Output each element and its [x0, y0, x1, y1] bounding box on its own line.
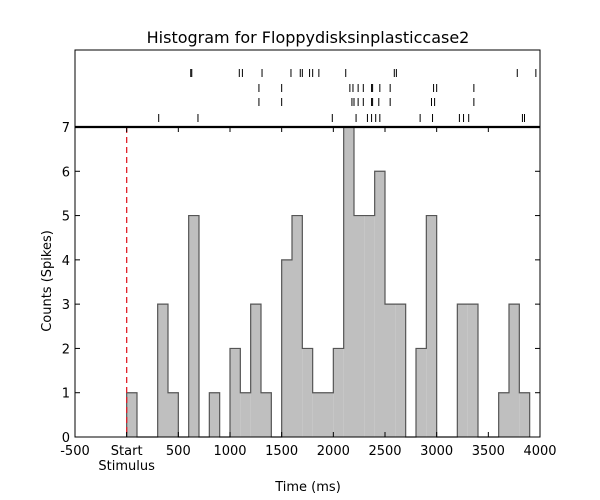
axis-ticks: -500 Start 500 1000 1500 2000 2500 3000 3500 4000…	[60, 121, 556, 474]
y-tick-label: 5	[62, 210, 70, 225]
histogram-bar	[250, 304, 261, 437]
histogram-bar	[209, 392, 220, 437]
y-tick-label: 2	[62, 342, 70, 357]
histogram-bar	[519, 392, 530, 437]
histogram-bar	[385, 304, 396, 437]
histogram-bar	[374, 171, 385, 438]
x-tick-label: 2000	[317, 444, 350, 459]
histogram-bar	[281, 259, 292, 437]
y-tick-label: 4	[62, 254, 70, 269]
y-tick-label: 7	[62, 121, 70, 136]
chart-title: Histogram for Floppydisksinplasticcase2	[147, 28, 470, 47]
histogram-bar	[395, 304, 406, 437]
histogram-bar	[333, 348, 344, 437]
histogram-bar	[354, 215, 365, 437]
histogram-bar	[364, 215, 375, 437]
y-tick-label: 3	[62, 298, 70, 313]
y-tick-label: 1	[62, 387, 70, 402]
histogram-bar	[416, 348, 427, 437]
histogram-bar	[323, 392, 334, 437]
histogram-bar	[168, 392, 179, 437]
x-tick-label: 1500	[265, 444, 298, 459]
histogram-bar	[240, 392, 251, 437]
x-tick-label: 3000	[420, 444, 453, 459]
histogram-bars	[126, 126, 531, 438]
x-tick-sublabel: Stimulus	[98, 459, 155, 474]
plot-frame	[74, 49, 541, 438]
histogram-bar	[343, 127, 354, 437]
histogram-bar	[302, 348, 313, 437]
x-tick-label: Start	[111, 444, 143, 459]
histogram-bar	[509, 304, 520, 437]
histogram-bar	[261, 392, 272, 437]
spike-raster	[158, 69, 537, 122]
x-axis-label: Time (ms)	[274, 480, 341, 495]
x-tick-label: 500	[166, 444, 191, 459]
histogram-bar	[498, 392, 509, 437]
plot-axes	[74, 49, 541, 438]
x-tick-label: -500	[60, 444, 90, 459]
x-tick-label: 4000	[523, 444, 556, 459]
x-tick-label: 2500	[368, 444, 401, 459]
histogram-bar	[230, 348, 241, 437]
y-tick-label: 0	[62, 431, 70, 446]
histogram-bar	[157, 304, 168, 437]
histogram-bar	[426, 215, 437, 437]
histogram-bar	[312, 392, 323, 437]
y-axis-label: Counts (Spikes)	[40, 230, 55, 332]
x-tick-label: 3500	[472, 444, 505, 459]
histogram-bar	[467, 304, 478, 437]
histogram-outline	[126, 126, 531, 438]
histogram-bar	[126, 392, 137, 437]
histogram-bar	[457, 304, 468, 437]
histogram-bar	[292, 215, 303, 437]
histogram-bar	[188, 215, 199, 437]
y-tick-label: 6	[62, 165, 70, 180]
x-tick-label: 1000	[213, 444, 246, 459]
